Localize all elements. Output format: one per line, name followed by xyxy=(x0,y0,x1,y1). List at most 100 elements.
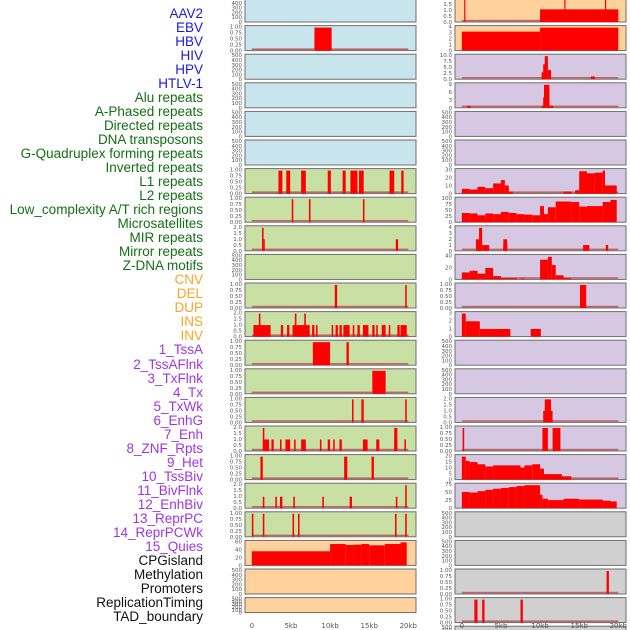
y-tick-label: 500 xyxy=(232,253,243,259)
y-tick-label: 0.25 xyxy=(230,186,243,192)
y-tick-label: 0.25 xyxy=(230,357,243,363)
baseline xyxy=(251,477,409,479)
track-label: A-Phased repeats xyxy=(94,104,203,120)
y-tick-label: 1.00 xyxy=(440,282,453,288)
track-label: 2_TssAFlnk xyxy=(133,356,203,372)
data-bar xyxy=(605,0,607,22)
data-bar xyxy=(606,571,609,594)
data-bar xyxy=(477,215,486,223)
baseline xyxy=(251,506,409,508)
panel-background xyxy=(244,196,417,223)
y-tick-label: 300 xyxy=(442,120,453,126)
y-tick-label: 75 xyxy=(445,202,452,208)
data-bar xyxy=(579,499,603,509)
data-bar xyxy=(330,544,346,566)
y-tick-label: 300 xyxy=(232,602,243,608)
y-tick-label: 40 xyxy=(445,253,452,259)
y-tick-label: 0 xyxy=(449,535,453,541)
y-tick-label: 200 xyxy=(232,268,243,274)
data-bar xyxy=(262,513,265,537)
y-tick-label: 0 xyxy=(449,392,453,398)
data-bar xyxy=(561,476,572,480)
data-bar xyxy=(327,439,331,451)
data-bar xyxy=(485,267,494,280)
y-tick-label: 0.50 xyxy=(440,580,453,586)
y-tick-label: 0.75 xyxy=(230,402,243,408)
y-tick-label: 0 xyxy=(449,192,453,198)
y-tick-label: 0.00 xyxy=(230,535,243,541)
track-label: CPGisland xyxy=(138,552,203,568)
y-tick-label: 4 xyxy=(449,225,453,231)
panel-background xyxy=(244,339,417,366)
y-tick-label: 300 xyxy=(232,91,243,97)
y-tick-label: 5 xyxy=(449,472,453,478)
baseline xyxy=(251,420,409,422)
y-tick-label: 0 xyxy=(449,163,453,169)
baseline xyxy=(251,534,409,537)
track-label: 8_ZNF_Rpts xyxy=(126,440,203,456)
data-bar xyxy=(547,207,556,223)
y-tick-label: 2 xyxy=(449,237,453,243)
track-label: Alu repeats xyxy=(134,90,203,106)
data-bar xyxy=(251,551,331,566)
data-bar xyxy=(465,460,470,480)
y-tick-label: 1.00 xyxy=(230,368,243,374)
y-tick-label: 0.0 xyxy=(443,20,452,26)
data-bar xyxy=(479,328,511,337)
y-tick-label: 1.00 xyxy=(230,282,243,288)
y-tick-label: 400 xyxy=(232,58,243,64)
baseline xyxy=(461,305,619,308)
y-tick-label: 400 xyxy=(442,144,453,150)
y-tick-label: 0.0 xyxy=(233,335,242,341)
y-tick-label: 400 xyxy=(232,87,243,93)
data-bar xyxy=(524,485,541,509)
data-bar xyxy=(540,27,619,51)
data-bar xyxy=(477,491,486,509)
y-tick-label: 2.0 xyxy=(443,396,452,402)
data-bar xyxy=(500,278,509,280)
data-bar xyxy=(547,70,552,80)
y-tick-label: 0.50 xyxy=(230,351,243,357)
x-tick-label: 15kb xyxy=(360,622,378,630)
panel-background xyxy=(454,568,627,595)
y-tick-label: 1.00 xyxy=(440,597,453,603)
data-bar xyxy=(587,206,603,223)
y-tick-label: 0 xyxy=(449,49,453,55)
y-tick-label: 0 xyxy=(449,335,453,341)
data-bar xyxy=(405,285,407,308)
track-label: 15_Quies xyxy=(145,538,203,554)
y-tick-label: 2.0 xyxy=(443,0,452,2)
y-tick-label: 0.50 xyxy=(230,408,243,414)
data-bar xyxy=(353,544,362,566)
panel-background xyxy=(244,396,417,423)
y-tick-label: 0.25 xyxy=(230,300,243,306)
y-tick-label: 0.75 xyxy=(230,460,243,466)
y-tick-label: 100 xyxy=(232,158,243,164)
y-tick-label: 0.5 xyxy=(233,329,242,335)
y-tick-label: 0.5 xyxy=(233,243,242,249)
y-tick-label: 400 xyxy=(442,115,453,121)
data-bar xyxy=(361,399,364,423)
panel-background xyxy=(244,368,417,395)
y-tick-label: 0.00 xyxy=(230,220,243,226)
track-label: Directed repeats xyxy=(103,118,203,134)
data-bar xyxy=(508,213,517,223)
y-tick-label: 0.25 xyxy=(230,529,243,535)
y-tick-label: 300 xyxy=(442,520,453,526)
data-bar xyxy=(549,105,554,108)
panel-background xyxy=(244,82,417,109)
y-tick-label: 0.0 xyxy=(443,420,452,426)
data-bar xyxy=(400,542,407,566)
track-label: HBV xyxy=(175,34,203,50)
y-tick-label: 0.25 xyxy=(440,615,453,621)
data-bar xyxy=(331,325,334,337)
y-tick-label: 500 xyxy=(232,139,243,145)
y-tick-label: 100 xyxy=(442,196,453,202)
data-bar xyxy=(315,325,318,337)
data-bar xyxy=(286,170,291,194)
track-label: ReplicationTiming xyxy=(96,594,203,610)
panel-background xyxy=(454,82,627,109)
data-bar xyxy=(610,501,617,509)
data-bar xyxy=(280,496,283,509)
y-tick-label: 0.75 xyxy=(230,345,243,351)
